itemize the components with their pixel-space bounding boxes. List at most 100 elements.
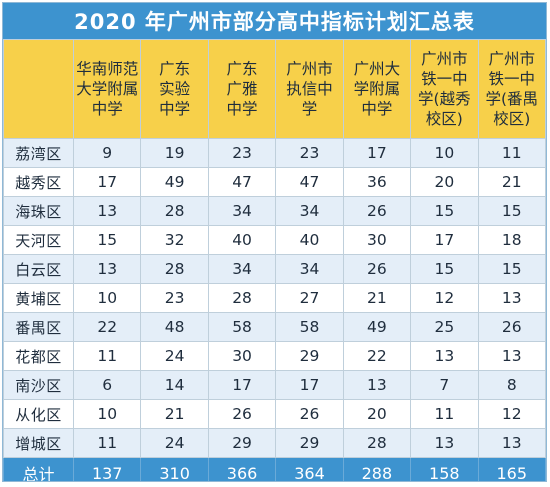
value-cell: 10 bbox=[72, 283, 142, 313]
district-cell: 黄埔区 bbox=[3, 283, 74, 313]
value-cell: 15 bbox=[477, 196, 546, 226]
quota-table: 华南师范 大学附属 中学 广东 实验 中学 广东 广雅 中学 广州市 执信中学 广州大 学附属中… bbox=[3, 39, 546, 481]
column-header: 广州市 执信中学 bbox=[275, 39, 344, 139]
value-cell: 17 bbox=[207, 370, 277, 400]
value-cell: 13 bbox=[342, 370, 412, 400]
total-label: 总计 bbox=[3, 457, 74, 481]
value-cell: 26 bbox=[275, 399, 344, 429]
value-cell: 21 bbox=[342, 283, 412, 313]
value-cell: 36 bbox=[342, 167, 412, 197]
value-cell: 24 bbox=[140, 341, 209, 371]
value-cell: 7 bbox=[410, 370, 479, 400]
district-cell: 南沙区 bbox=[3, 370, 74, 400]
district-cell: 番禺区 bbox=[3, 312, 74, 342]
value-cell: 29 bbox=[275, 428, 344, 458]
value-cell: 21 bbox=[477, 167, 546, 197]
value-cell: 58 bbox=[275, 312, 344, 342]
table-row: 白云区 13 28 34 34 26 15 15 bbox=[3, 254, 546, 284]
table-row: 荔湾区 9 19 23 23 17 10 11 bbox=[3, 138, 546, 168]
column-header-line: 广东 bbox=[226, 60, 258, 78]
total-cell: 364 bbox=[275, 457, 344, 481]
district-cell: 白云区 bbox=[3, 254, 74, 284]
value-cell: 10 bbox=[410, 138, 479, 168]
value-cell: 13 bbox=[477, 341, 546, 371]
value-cell: 13 bbox=[410, 428, 479, 458]
total-row: 总计 137 310 366 364 288 158 165 bbox=[3, 457, 546, 481]
value-cell: 15 bbox=[410, 254, 479, 284]
value-cell: 40 bbox=[275, 225, 344, 255]
table-row: 天河区 15 32 40 40 30 17 18 bbox=[3, 225, 546, 255]
table-row: 越秀区 17 49 47 47 36 20 21 bbox=[3, 167, 546, 197]
corner-cell bbox=[3, 39, 74, 139]
column-header-line: 中学 bbox=[91, 100, 123, 118]
value-cell: 28 bbox=[140, 254, 209, 284]
value-cell: 23 bbox=[207, 138, 277, 168]
total-cell: 165 bbox=[477, 457, 546, 481]
value-cell: 10 bbox=[72, 399, 142, 429]
column-header-line: 校区) bbox=[493, 110, 531, 128]
value-cell: 15 bbox=[72, 225, 142, 255]
column-header: 广州市 铁一中 学(番禺 校区) bbox=[477, 39, 546, 139]
value-cell: 18 bbox=[477, 225, 546, 255]
value-cell: 34 bbox=[207, 196, 277, 226]
column-header: 广州大 学附属 中学 bbox=[342, 39, 412, 139]
value-cell: 28 bbox=[342, 428, 412, 458]
value-cell: 11 bbox=[72, 341, 142, 371]
value-cell: 15 bbox=[477, 254, 546, 284]
value-cell: 6 bbox=[72, 370, 142, 400]
value-cell: 30 bbox=[342, 225, 412, 255]
column-header-line: 中学 bbox=[361, 100, 393, 118]
column-header-line: 校区) bbox=[425, 110, 463, 128]
value-cell: 11 bbox=[410, 399, 479, 429]
value-cell: 17 bbox=[342, 138, 412, 168]
value-cell: 34 bbox=[207, 254, 277, 284]
value-cell: 47 bbox=[207, 167, 277, 197]
district-cell: 越秀区 bbox=[3, 167, 74, 197]
value-cell: 13 bbox=[72, 254, 142, 284]
total-cell: 310 bbox=[140, 457, 209, 481]
value-cell: 11 bbox=[72, 428, 142, 458]
column-header-line: 大学附属 bbox=[76, 80, 139, 98]
value-cell: 49 bbox=[140, 167, 209, 197]
column-header-line: 广州市 bbox=[488, 50, 536, 68]
value-cell: 29 bbox=[207, 428, 277, 458]
column-header: 广东 实验 中学 bbox=[140, 39, 209, 139]
value-cell: 21 bbox=[140, 399, 209, 429]
header-row: 华南师范 大学附属 中学 广东 实验 中学 广东 广雅 中学 广州市 执信中学 广州大 学附属中… bbox=[3, 39, 546, 139]
value-cell: 12 bbox=[477, 399, 546, 429]
column-header-line: 学(越秀 bbox=[418, 90, 471, 108]
table-body: 荔湾区 9 19 23 23 17 10 11 越秀区 17 49 47 47 36 20 21 海珠区 13 28… bbox=[3, 138, 546, 458]
value-cell: 34 bbox=[275, 196, 344, 226]
district-cell: 增城区 bbox=[3, 428, 74, 458]
column-header-line: 铁一中 bbox=[421, 70, 468, 88]
column-header-line: 华南师范 bbox=[76, 60, 139, 78]
value-cell: 12 bbox=[410, 283, 479, 313]
value-cell: 11 bbox=[477, 138, 546, 168]
value-cell: 15 bbox=[410, 196, 479, 226]
column-header: 广州市 铁一中 学(越秀 校区) bbox=[410, 39, 479, 139]
value-cell: 14 bbox=[140, 370, 209, 400]
district-cell: 海珠区 bbox=[3, 196, 74, 226]
column-header-line: 中学 bbox=[159, 100, 191, 118]
column-header: 华南师范大学附属中学 bbox=[72, 39, 142, 139]
column-header-line: 学附属 bbox=[353, 80, 401, 98]
column-header-line: 中学 bbox=[226, 100, 258, 118]
value-cell: 13 bbox=[72, 196, 142, 226]
table-row: 番禺区 22 48 58 58 49 25 26 bbox=[3, 312, 546, 342]
value-cell: 26 bbox=[207, 399, 277, 429]
value-cell: 26 bbox=[342, 196, 412, 226]
value-cell: 26 bbox=[342, 254, 412, 284]
total-cell: 158 bbox=[410, 457, 479, 481]
column-header-line: 实验 bbox=[159, 80, 191, 98]
table-row: 海珠区 13 28 34 34 26 15 15 bbox=[3, 196, 546, 226]
value-cell: 28 bbox=[140, 196, 209, 226]
value-cell: 13 bbox=[477, 283, 546, 313]
table-row: 从化区 10 21 26 26 20 11 12 bbox=[3, 399, 546, 429]
column-header-line: 铁一中 bbox=[488, 70, 536, 88]
column-header: 广东 广雅 中学 bbox=[207, 39, 277, 139]
column-header-line: 执信中 bbox=[286, 80, 333, 98]
value-cell: 34 bbox=[275, 254, 344, 284]
value-cell: 17 bbox=[410, 225, 479, 255]
value-cell: 22 bbox=[72, 312, 142, 342]
value-cell: 58 bbox=[207, 312, 277, 342]
